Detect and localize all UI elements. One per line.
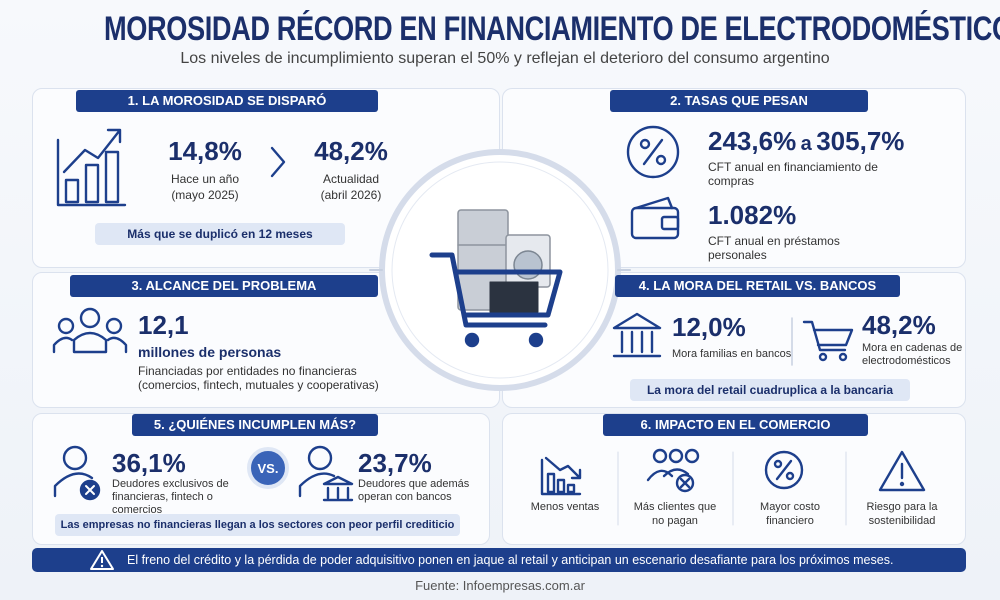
rate-label: CFT anual en financiamiento de compras	[708, 160, 878, 188]
stat-period: (mayo 2025)	[171, 188, 239, 202]
section-title: 1. LA MOROSIDAD SE DISPARÓ	[76, 90, 378, 112]
stat-label: Mora en cadenas de electrodomésticos	[862, 342, 963, 367]
stat-period: (abril 2026)	[320, 188, 382, 202]
section-title: 6. IMPACTO EN EL COMERCIO	[603, 414, 868, 436]
rate-value: 243,6%	[708, 126, 797, 156]
source: Fuente: Infoempresas.com.ar	[415, 578, 585, 593]
impact-label: Más clientes que no pagan	[633, 501, 717, 527]
stat-value: 36,1%	[112, 448, 186, 478]
stat-value: 12,0%	[672, 312, 746, 342]
stat-label: Mora familias en bancos	[672, 348, 792, 360]
section-title: 4. LA MORA DEL RETAIL VS. BANCOS	[615, 275, 900, 297]
footer-warning: El freno del crédito y la pérdida de pod…	[127, 553, 894, 567]
impact-label: Mayor costo financiero	[760, 501, 820, 527]
vs: VS.	[257, 461, 279, 476]
footer-bar: El freno del crédito y la pérdida de pod…	[32, 548, 966, 572]
stat-value: 48,2%	[314, 136, 388, 166]
rate-value: 305,7%	[816, 126, 905, 156]
section-title: 3. ALCANCE DEL PROBLEMA	[70, 275, 378, 297]
note: La mora del retail cuadruplica a la banc…	[630, 379, 910, 401]
warning-icon	[90, 550, 114, 570]
stat-unit: millones de personas	[138, 344, 282, 360]
impact-label: Menos ventas	[530, 501, 600, 513]
rate-label: CFT anual en préstamos personales	[708, 234, 840, 262]
note: Más que se duplicó en 12 meses	[95, 223, 345, 245]
stat-value: 48,2%	[862, 310, 936, 340]
stat-label: Actualidad	[322, 172, 380, 186]
rate-range: 243,6% a 305,7%	[708, 126, 904, 157]
rate-connector: a	[800, 133, 812, 155]
stat-value: 23,7%	[358, 448, 432, 478]
stat-label: Deudores que además operan con bancos	[358, 478, 470, 503]
title: MOROSIDAD RÉCORD EN FINANCIAMIENTO DE EL…	[104, 10, 1000, 48]
section-title: 5. ¿QUIÉNES INCUMPLEN MÁS?	[132, 414, 378, 436]
description: Financiadas por entidades no financieras…	[138, 364, 379, 392]
stat-value: 14,8%	[168, 136, 242, 166]
note: Las empresas no financieras llegan a los…	[55, 514, 460, 536]
subtitle: Los niveles de incumplimiento superan el…	[180, 50, 830, 67]
stat-value: 12,1	[138, 310, 189, 340]
stat-label: Hace un año	[170, 172, 240, 186]
rate-value: 1.082%	[708, 200, 797, 230]
stat-label: Deudores exclusivos de financieras, fint…	[112, 478, 229, 516]
impact-label: Riesgo para la sostenibilidad	[866, 501, 938, 527]
section-title: 2. TASAS QUE PESAN	[610, 90, 868, 112]
